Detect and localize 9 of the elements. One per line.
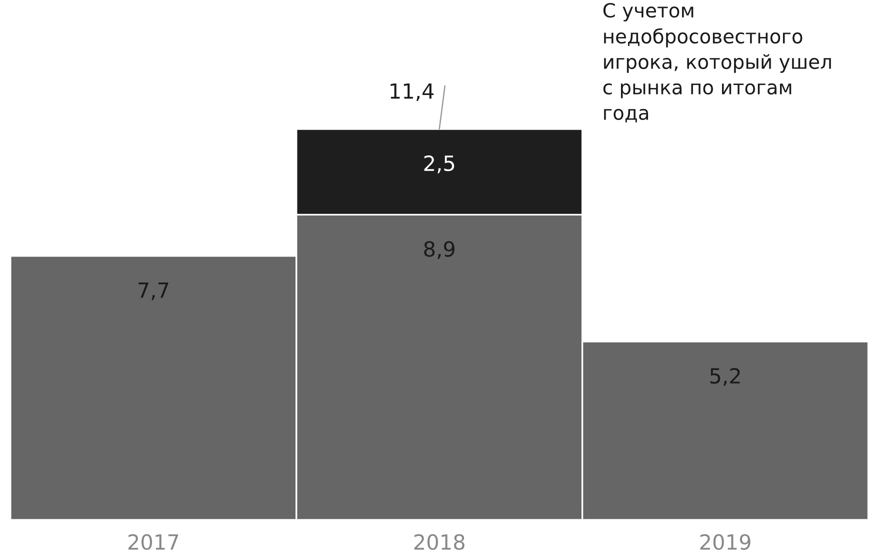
data-label: 2,5 (424, 155, 454, 174)
x-tick-label: 2018 (414, 534, 464, 550)
data-label: 7,7 (138, 282, 168, 300)
total-label: 11,4 (390, 83, 434, 102)
x-tick-label: 2019 (700, 534, 750, 550)
text: С учетом недобросовестного игрока, который ушел с рынка по итогам года (603, 2, 831, 122)
data-label: 8,9 (424, 241, 454, 259)
x-tick-label: 2017 (128, 534, 178, 550)
data-label: 5,2 (710, 368, 740, 386)
